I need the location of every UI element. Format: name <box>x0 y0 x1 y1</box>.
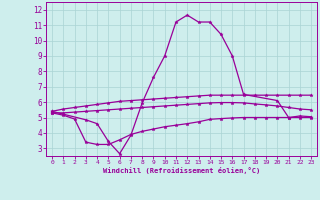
X-axis label: Windchill (Refroidissement éolien,°C): Windchill (Refroidissement éolien,°C) <box>103 167 260 174</box>
